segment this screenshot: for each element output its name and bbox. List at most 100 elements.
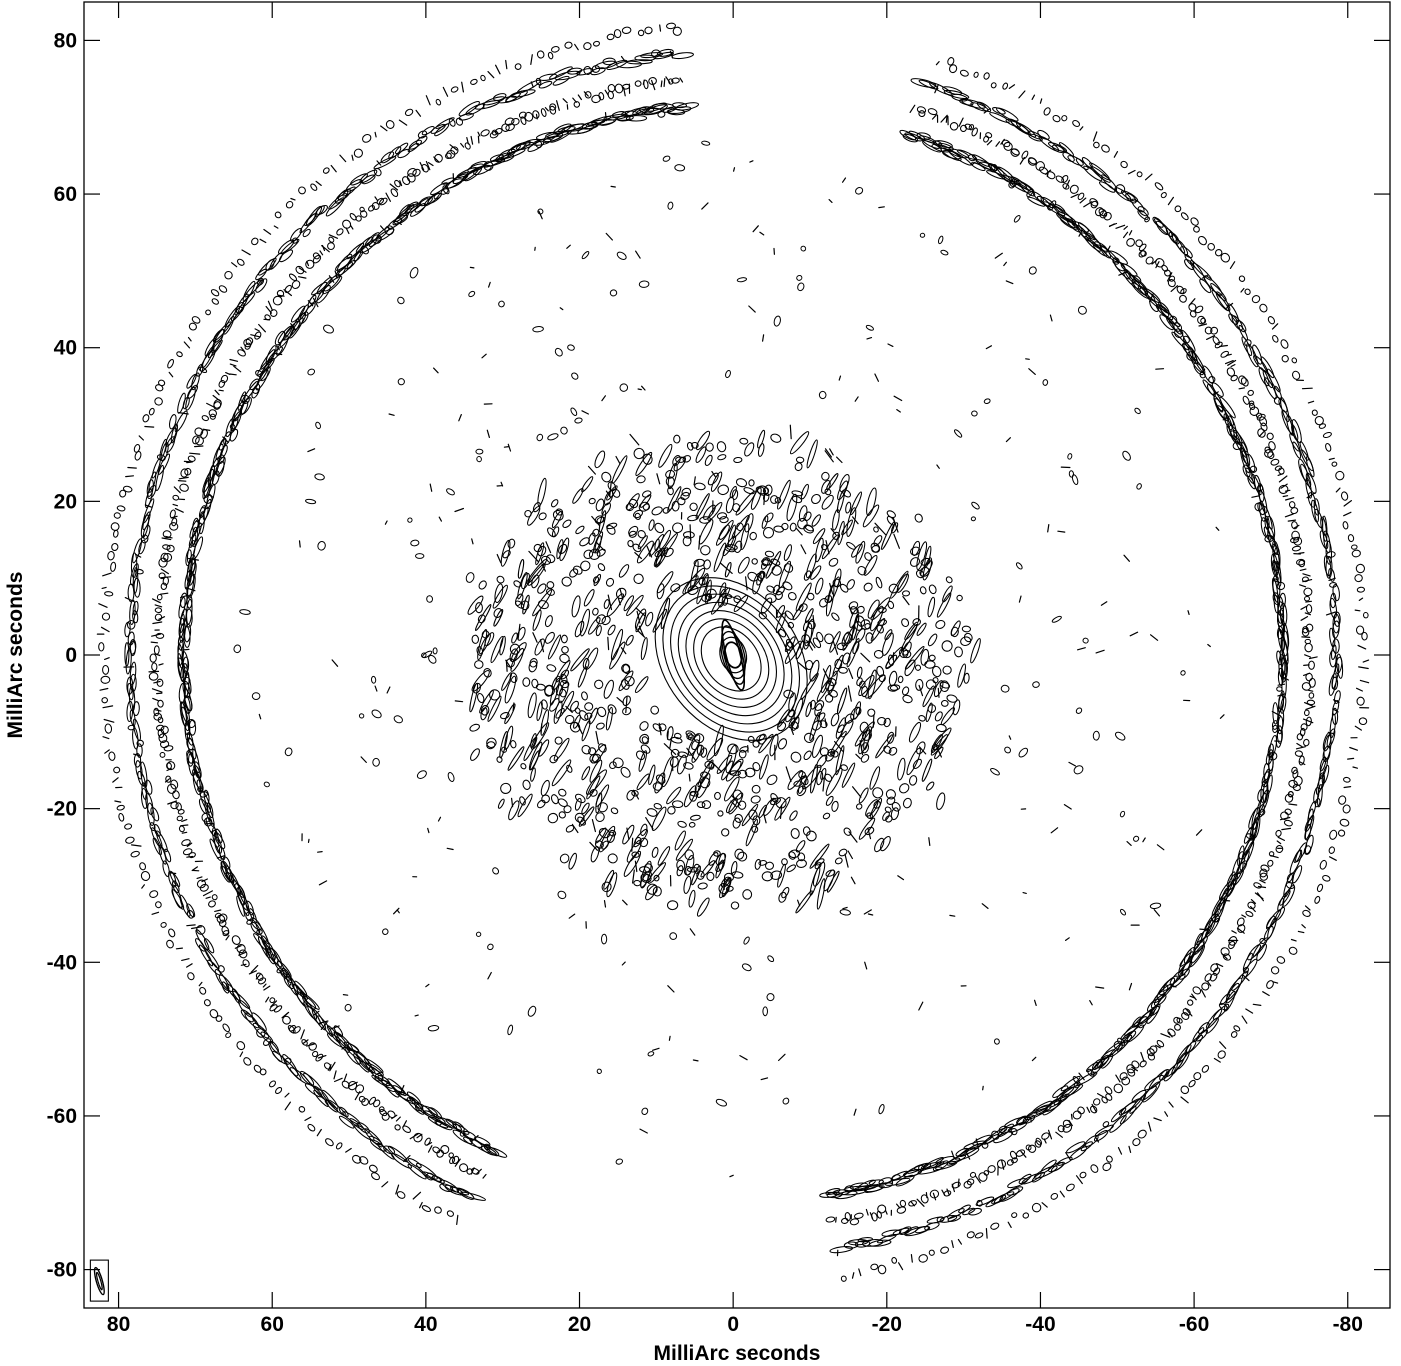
outer-arc-dash: [263, 318, 271, 321]
sidelobe-dash: [822, 777, 825, 792]
outer-arc-contour: [1098, 208, 1107, 217]
outer-arc-contour: [372, 234, 382, 244]
outer-arc-contour: [1291, 530, 1300, 541]
sidelobe-contour: [904, 659, 916, 677]
outer-arc-contour: [176, 351, 183, 358]
outer-arc-contour: [947, 1215, 962, 1222]
outer-arc-dash: [425, 160, 431, 171]
scatter-dash: [486, 429, 490, 438]
sidelobe-contour: [775, 612, 786, 634]
sidelobe-contour: [586, 769, 607, 795]
sidelobe-contour: [888, 670, 898, 687]
outer-arc-contour: [1131, 198, 1145, 213]
sidelobe-contour: [790, 721, 799, 730]
sidelobe-contour: [758, 860, 767, 866]
outer-arc-contour: [1035, 161, 1045, 171]
outer-arc-contour: [368, 205, 375, 212]
outer-arc-contour: [201, 415, 209, 422]
outer-arc-dash: [1302, 672, 1311, 677]
sidelobe-contour: [731, 489, 739, 500]
outer-arc-dash: [1280, 483, 1288, 489]
outer-arc-dash: [925, 1191, 928, 1199]
sidelobe-contour: [546, 588, 555, 596]
scatter-dash: [1215, 526, 1220, 531]
scatter-dash: [384, 520, 388, 525]
sidelobe-contour: [830, 730, 847, 756]
outer-arc-contour: [564, 41, 573, 49]
sidelobe-contour: [745, 818, 758, 847]
outer-arc-contour: [968, 1207, 982, 1216]
outer-arc-dash: [1008, 84, 1016, 90]
sidelobe-contour: [770, 433, 782, 443]
outer-arc-contour: [648, 77, 657, 85]
outer-arc-contour: [159, 740, 170, 749]
sidelobe-contour: [499, 635, 506, 656]
scatter-contour: [507, 1024, 514, 1036]
scatter-dash: [605, 232, 614, 241]
outer-arc-contour: [920, 1194, 929, 1204]
outer-arc-dash: [1257, 885, 1267, 889]
sidelobe-dash: [631, 869, 635, 884]
sidelobe-contour: [559, 688, 567, 698]
outer-arc-contour: [1219, 396, 1236, 419]
sidelobe-contour: [910, 546, 921, 556]
sidelobe-contour: [771, 565, 782, 576]
outer-arc-contour: [385, 1083, 400, 1098]
outer-arc-contour: [1244, 288, 1251, 296]
outer-arc-contour: [177, 809, 185, 815]
outer-arc-contour: [387, 1078, 407, 1097]
outer-arc-contour: [1276, 725, 1283, 744]
outer-arc-contour: [1230, 1031, 1238, 1038]
sidelobe-contour: [695, 493, 710, 519]
outer-arc-contour: [165, 775, 172, 783]
outer-arc-dash: [374, 131, 377, 138]
outer-arc-dash: [196, 876, 203, 880]
sidelobe-contour: [743, 487, 755, 495]
outer-arc-dash: [350, 224, 354, 230]
scatter-contour: [1134, 407, 1141, 415]
sidelobe-dash: [934, 742, 943, 758]
outer-arc-contour: [910, 78, 937, 88]
sidelobe-contour: [860, 619, 871, 630]
y-tick-label: 0: [65, 644, 77, 667]
sidelobe-contour: [789, 431, 810, 455]
outer-arc-contour: [322, 167, 330, 174]
sidelobe-contour: [648, 764, 656, 786]
outer-arc-contour: [940, 1246, 950, 1254]
outer-arc-dash: [267, 300, 273, 311]
scatter-contour: [1119, 908, 1127, 916]
outer-arc-contour: [155, 901, 162, 909]
y-tick-label: -20: [47, 798, 77, 821]
outer-arc-contour: [1280, 339, 1289, 349]
scatter-contour: [537, 208, 544, 215]
outer-arc-contour: [1118, 1101, 1136, 1116]
sidelobe-contour: [902, 694, 913, 704]
outer-arc-contour: [269, 309, 278, 317]
outer-arc-contour: [1144, 216, 1150, 223]
sidelobe-contour: [618, 564, 630, 578]
sidelobe-contour: [637, 535, 648, 550]
scatter-dash: [949, 914, 956, 917]
outer-arc-contour: [448, 118, 456, 127]
outer-arc-contour: [338, 1106, 349, 1118]
outer-arc-contour: [142, 524, 151, 540]
outer-arc-contour: [853, 1212, 864, 1219]
scatter-contour: [1133, 835, 1140, 842]
sidelobe-dash: [595, 541, 605, 552]
outer-arc-dash: [1167, 196, 1175, 206]
outer-arc-contour: [1120, 160, 1128, 169]
outer-arc-dash: [248, 970, 257, 975]
outer-arc-contour: [896, 1206, 907, 1214]
scatter-dash: [317, 850, 323, 853]
outer-arc-contour: [336, 228, 344, 236]
scatter-dash: [981, 903, 989, 910]
scatter-dash: [568, 913, 576, 919]
outer-arc-dash: [1065, 179, 1071, 189]
outer-arc-dash: [1298, 551, 1305, 555]
outer-arc-contour: [160, 552, 169, 563]
sidelobe-contour: [595, 625, 602, 637]
outer-arc-contour: [185, 608, 193, 628]
outer-arc-dash: [187, 336, 192, 342]
scatter-contour: [393, 715, 403, 724]
scatter-contour: [669, 932, 678, 940]
